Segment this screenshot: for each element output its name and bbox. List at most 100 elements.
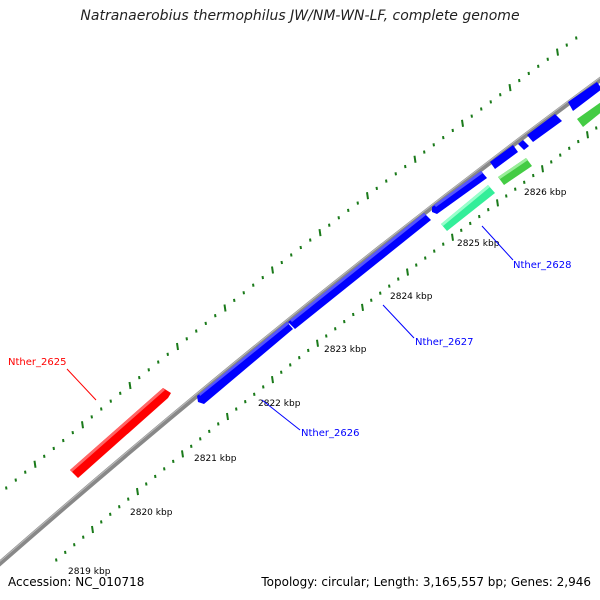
- minor-tick: [118, 505, 121, 509]
- minor-tick: [195, 329, 198, 333]
- gene-small-1[interactable]: [490, 145, 518, 169]
- minor-tick: [242, 291, 245, 295]
- minor-tick: [309, 238, 312, 242]
- minor-tick: [190, 444, 193, 449]
- minor-tick: [460, 228, 463, 233]
- major-tick: [406, 268, 409, 276]
- minor-tick: [523, 180, 526, 185]
- minor-tick: [55, 558, 58, 562]
- minor-tick: [235, 407, 238, 411]
- minor-tick: [546, 57, 549, 61]
- minor-tick: [334, 327, 337, 331]
- minor-tick: [343, 319, 346, 324]
- gene-label-nther-2627[interactable]: Nther_2627: [382, 304, 473, 348]
- minor-tick: [433, 249, 436, 253]
- major-tick: [271, 375, 274, 384]
- minor-tick: [550, 160, 553, 164]
- major-tick: [556, 48, 559, 56]
- minor-tick: [280, 260, 283, 265]
- minor-tick: [432, 143, 435, 147]
- gene-small-4[interactable]: [568, 82, 600, 111]
- minor-tick: [138, 375, 141, 380]
- minor-tick: [289, 363, 292, 367]
- major-tick: [226, 412, 229, 421]
- minor-tick: [214, 314, 217, 318]
- minor-tick: [451, 128, 454, 133]
- major-tick: [366, 192, 369, 200]
- minor-tick: [394, 172, 397, 176]
- minor-tick: [568, 146, 571, 151]
- tick-label: 2823 kbp: [324, 345, 367, 355]
- minor-tick: [172, 459, 175, 464]
- minor-tick: [487, 208, 490, 212]
- minor-tick: [73, 543, 76, 547]
- gene-nther-2626[interactable]: [197, 322, 293, 404]
- major-tick: [181, 450, 184, 458]
- minor-tick: [199, 437, 202, 441]
- gene-label-nther-2626[interactable]: Nther_2626: [261, 399, 359, 439]
- minor-tick: [290, 253, 293, 257]
- minor-tick: [518, 78, 521, 83]
- tick-label: 2822 kbp: [258, 399, 301, 409]
- gene-rna[interactable]: [441, 185, 495, 231]
- minor-tick: [64, 550, 67, 555]
- minor-tick: [100, 407, 103, 411]
- minor-tick: [14, 478, 17, 482]
- minor-tick: [489, 100, 492, 104]
- minor-tick: [356, 201, 359, 205]
- tick-label: 2826 kbp: [524, 188, 567, 198]
- major-tick: [318, 228, 322, 237]
- minor-tick: [233, 298, 236, 303]
- tick-label: 2821 kbp: [194, 454, 237, 464]
- major-tick: [461, 119, 464, 127]
- minor-tick: [532, 173, 535, 178]
- minor-tick: [147, 368, 150, 372]
- minor-tick: [442, 135, 445, 140]
- minor-tick: [208, 429, 211, 434]
- inner-dotted-track: [55, 126, 598, 562]
- minor-tick: [252, 283, 255, 287]
- minor-tick: [262, 385, 265, 389]
- minor-tick: [337, 216, 340, 220]
- major-tick: [176, 342, 179, 351]
- minor-tick: [388, 284, 391, 288]
- gene-nther-2627[interactable]: [288, 213, 431, 329]
- major-tick: [586, 131, 589, 139]
- minor-tick: [62, 438, 65, 443]
- minor-tick: [469, 221, 472, 226]
- minor-tick: [52, 446, 55, 451]
- gene-label-nther-2628[interactable]: Nther_2628: [481, 225, 571, 271]
- minor-tick: [385, 179, 388, 183]
- major-tick: [413, 155, 417, 163]
- minor-tick: [499, 93, 502, 97]
- gene-small-3[interactable]: [527, 114, 562, 142]
- minor-tick: [90, 415, 93, 419]
- genome-backbone-highlight: [0, 77, 600, 562]
- minor-tick: [397, 277, 400, 281]
- minor-tick: [565, 43, 568, 47]
- gene-small-2[interactable]: [518, 140, 529, 150]
- tick-label: 2825 kbp: [457, 239, 500, 249]
- outer-dotted-track: [5, 36, 578, 490]
- minor-tick: [375, 186, 378, 191]
- minor-tick: [559, 153, 562, 157]
- minor-tick: [204, 321, 207, 326]
- minor-tick: [145, 482, 148, 486]
- genome-summary-text: Topology: circular; Length: 3,165,557 bp…: [261, 575, 591, 589]
- minor-tick: [370, 298, 373, 302]
- major-tick: [33, 460, 37, 468]
- minor-tick: [253, 392, 256, 396]
- minor-tick: [43, 454, 46, 459]
- minor-tick: [404, 164, 407, 169]
- minor-tick: [423, 150, 426, 154]
- gene-nther-2625[interactable]: [70, 388, 171, 478]
- gene-nther-2628[interactable]: [432, 171, 487, 214]
- gene-green-1[interactable]: [498, 158, 532, 185]
- major-tick: [136, 487, 139, 496]
- gene-green-2[interactable]: [577, 102, 600, 127]
- major-tick: [496, 199, 499, 207]
- gene-label-nther-2625[interactable]: Nther_2625: [8, 357, 97, 401]
- svg-text:Nther_2628: Nther_2628: [513, 260, 571, 271]
- minor-tick: [71, 430, 74, 435]
